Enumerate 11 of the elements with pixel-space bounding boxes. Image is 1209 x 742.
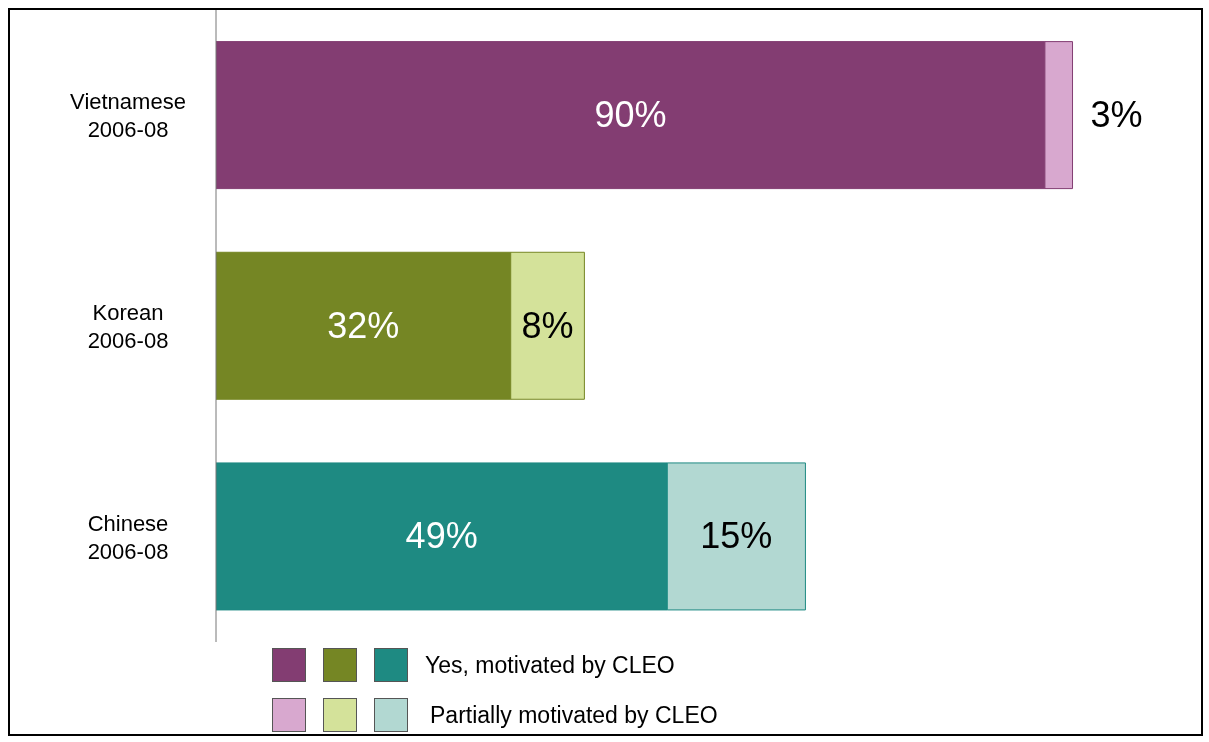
y-tick-label: Vietnamese 2006-08 — [70, 89, 186, 143]
y-tick-label: Korean 2006-08 — [87, 300, 169, 353]
y-tick-label: Chinese 2006-08 — [87, 510, 169, 564]
data-label: 15% — [700, 515, 773, 557]
data-label: 49% — [405, 515, 478, 557]
data-label: 3% — [1090, 94, 1143, 136]
data-label: 90% — [594, 94, 667, 136]
legend-label: Partially motivated by CLEO — [430, 701, 718, 729]
data-label: 32% — [327, 304, 400, 346]
legend-label: Yes, motivated by CLEO — [425, 651, 675, 679]
data-label: 8% — [521, 304, 574, 346]
